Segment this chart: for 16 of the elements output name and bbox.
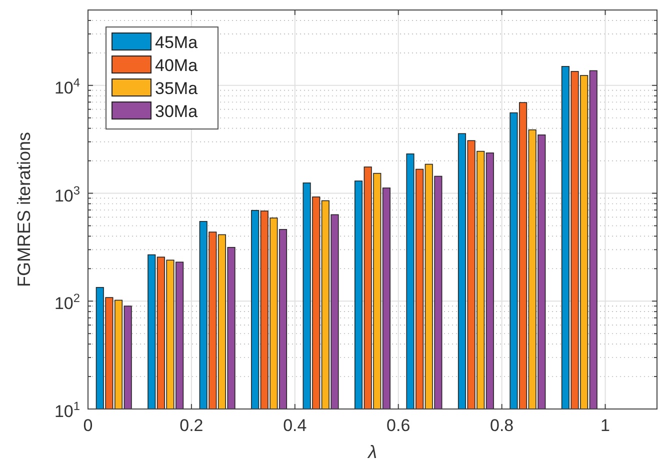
x-axis-title: λ bbox=[367, 442, 377, 462]
y-axis-title: FGMRES iterations bbox=[14, 132, 34, 288]
y-tick-label: 10$^{4}$ bbox=[54, 75, 80, 98]
x-tick-label: 0.2 bbox=[180, 416, 204, 435]
x-tick-label: 0.6 bbox=[386, 416, 410, 435]
x-tick-label: 0.8 bbox=[490, 416, 514, 435]
legend-label: 30Ma bbox=[155, 102, 198, 121]
x-tick-label: 0 bbox=[83, 416, 93, 435]
legend-label: 35Ma bbox=[155, 79, 198, 98]
legend-label: 45Ma bbox=[155, 33, 198, 52]
x-tick-label: 1 bbox=[600, 416, 610, 435]
y-tick-label: 10$^{2}$ bbox=[54, 291, 80, 314]
legend-label: 40Ma bbox=[155, 56, 198, 75]
y-tick-label: 10$^{3}$ bbox=[54, 183, 80, 206]
y-tick-label: 10$^{1}$ bbox=[54, 399, 80, 421]
x-tick-label: 0.4 bbox=[283, 416, 307, 435]
